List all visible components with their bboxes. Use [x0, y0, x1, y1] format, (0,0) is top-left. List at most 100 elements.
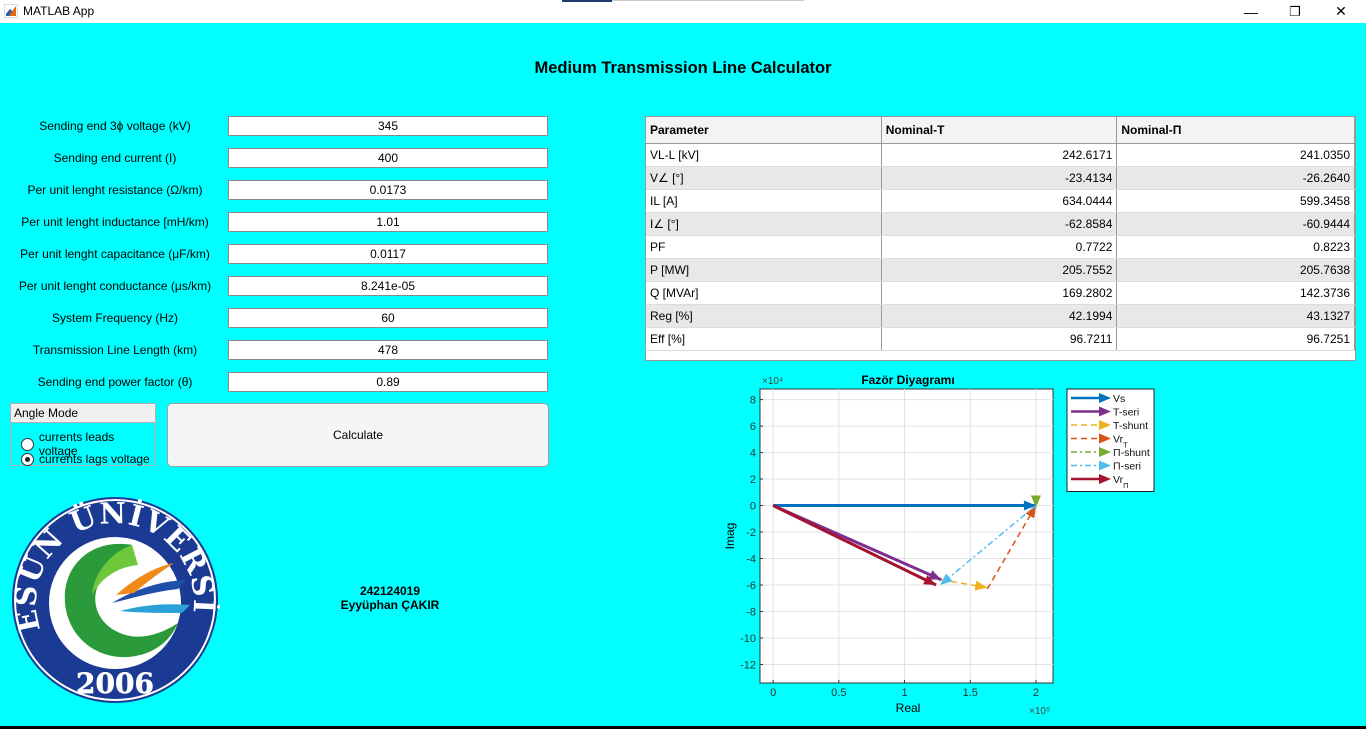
matlab-icon	[4, 4, 18, 18]
tab-indicator-line	[612, 0, 804, 1]
y-tick-label: 2	[750, 474, 756, 486]
phasor-arrowhead	[974, 580, 988, 591]
pi-cell: -60.9444	[1116, 212, 1355, 236]
svg-text:2006: 2006	[76, 667, 154, 700]
student-info: 242124019 Eyyüphan ÇAKIR	[300, 584, 480, 612]
angle-mode-title: Angle Mode	[11, 404, 155, 423]
pi-cell: 43.1327	[1116, 304, 1355, 328]
window-title: MATLAB App	[23, 4, 95, 18]
legend-arrowhead	[1099, 433, 1111, 444]
y-tick-label: -12	[740, 659, 756, 671]
phasor-arrowhead	[1023, 500, 1036, 511]
voltage-field[interactable]: 345	[228, 116, 548, 136]
t-cell: -62.8584	[881, 212, 1118, 236]
table-row[interactable]: IL [A] 634.0444 599.3458	[646, 189, 1355, 213]
table-row[interactable]: Reg [%] 42.1994 43.1327	[646, 304, 1355, 328]
frequency-field[interactable]: 60	[228, 308, 548, 328]
y-tick-label: -4	[746, 554, 756, 566]
length-field[interactable]: 478	[228, 340, 548, 360]
close-button[interactable]: ✕	[1318, 0, 1364, 23]
y-tick-label: 4	[750, 448, 756, 460]
resistance-label: Per unit lenght resistance (Ω/km)	[27, 183, 203, 197]
title-bar: MATLAB App — ❐ ✕	[0, 0, 1366, 23]
legend-entry: Π-shunt	[1113, 447, 1150, 459]
column-header[interactable]: Parameter	[646, 117, 882, 144]
bottom-edge	[0, 726, 1366, 729]
legend-entry: T-shunt	[1113, 420, 1148, 432]
pi-cell: 241.0350	[1116, 143, 1355, 167]
pi-cell: -26.2640	[1116, 166, 1355, 190]
legend-arrowhead	[1099, 447, 1111, 457]
radio-lags[interactable]: currents lags voltage	[21, 452, 150, 466]
angle-mode-panel: Angle Mode currents leads voltage curren…	[10, 403, 156, 466]
phasor-arrowhead	[928, 570, 942, 580]
legend-entry: T-seri	[1113, 407, 1139, 419]
phasor-line	[772, 504, 937, 587]
page-title: Medium Transmission Line Calculator	[534, 59, 832, 77]
param-cell: Reg [%]	[646, 304, 882, 328]
minimize-icon: —	[1244, 3, 1258, 20]
phasor-arrowhead	[1030, 495, 1041, 508]
y-tick-label: -8	[746, 606, 756, 618]
t-cell: 0.7722	[881, 235, 1118, 259]
y-tick-label: 0	[750, 501, 756, 513]
radio-button-selected-icon	[21, 452, 34, 466]
maximize-button[interactable]: ❐	[1272, 0, 1318, 23]
table-row[interactable]: Eff [%] 96.7211 96.7251	[646, 327, 1355, 351]
radio-leads-label: currents leads voltage	[38, 430, 115, 458]
column-header[interactable]: Nominal-T	[881, 117, 1118, 144]
minimize-button[interactable]: —	[1228, 0, 1274, 23]
resistance-field[interactable]: 0.0173	[228, 180, 548, 200]
tab-indicator	[562, 0, 612, 2]
x-tick-label: 0	[770, 687, 776, 699]
conductance-field[interactable]: 8.241e-05	[228, 276, 548, 296]
frequency-label: System Frequency (Hz)	[51, 311, 179, 325]
inductance-field[interactable]: 1.01	[228, 212, 548, 232]
t-cell: 42.1994	[881, 304, 1118, 328]
pi-cell: 142.3736	[1116, 281, 1355, 305]
t-cell: 169.2802	[881, 281, 1118, 305]
power-factor-label: Sending end power factor (θ)	[37, 375, 193, 389]
param-cell: PF	[646, 235, 882, 259]
plot-area[interactable]: 0 0.5 1 1.5 2 8 6 4 2 0 -2 -4 -6 -8 -10 -12	[740, 388, 1054, 699]
table-row[interactable]: P [MW] 205.7552 205.7638	[646, 258, 1355, 282]
calculate-button[interactable]: Calculate	[167, 403, 549, 467]
table-header-row: Parameter Nominal-T Nominal-Π	[646, 117, 1355, 144]
param-cell: V∠ [°]	[646, 166, 882, 190]
student-id: 242124019	[359, 584, 421, 598]
x-tick-label: 0.5	[831, 687, 846, 699]
length-label: Transmission Line Length (km)	[32, 343, 198, 357]
param-cell: VL-L [kV]	[646, 143, 882, 167]
legend-box	[1066, 388, 1155, 492]
legend-arrowhead	[1099, 474, 1111, 484]
power-factor-field[interactable]: 0.89	[228, 372, 548, 392]
x-multiplier: ×10⁵	[1029, 706, 1050, 717]
student-name: Eyyüphan ÇAKIR	[340, 598, 440, 612]
phasor-arrowhead	[940, 573, 953, 585]
y-tick-label: 6	[750, 421, 756, 433]
t-cell: 205.7552	[881, 258, 1118, 282]
legend-subscript: T	[1123, 440, 1128, 449]
table-row[interactable]: VL-L [kV] 242.6171 241.0350	[646, 143, 1355, 167]
param-cell: I∠ [°]	[646, 212, 882, 236]
phasor-chart: 0 0.5 1 1.5 2 8 6 4 2 0 -2 -4 -6 -8 -10 -12 Fazör Diyag…	[723, 373, 1155, 717]
column-header[interactable]: Nominal-Π	[1116, 117, 1355, 144]
capacitance-field[interactable]: 0.0117	[228, 244, 548, 264]
voltage-label: Sending end 3ϕ voltage (kV)	[39, 119, 191, 133]
x-tick-label: 1.5	[963, 687, 978, 699]
current-label: Sending end current (I)	[53, 151, 177, 165]
table-row[interactable]: I∠ [°] -62.8584 -60.9444	[646, 212, 1355, 236]
current-field[interactable]: 400	[228, 148, 548, 168]
table-row[interactable]: V∠ [°] -23.4134 -26.2640	[646, 166, 1355, 190]
phasor-arrowhead	[1025, 505, 1036, 519]
table-row[interactable]: Q [MVAr] 169.2802 142.3736	[646, 281, 1355, 305]
y-tick-label: -2	[746, 527, 756, 539]
table-row[interactable]: PF 0.7722 0.8223	[646, 235, 1355, 259]
radio-leads[interactable]: currents leads voltage	[21, 430, 155, 458]
t-cell: 242.6171	[881, 143, 1118, 167]
param-cell: Eff [%]	[646, 327, 882, 351]
chart-title: Fazör Diyagramı	[861, 373, 954, 387]
y-tick-label: -10	[740, 633, 756, 645]
y-multiplier: ×10⁴	[762, 376, 783, 387]
